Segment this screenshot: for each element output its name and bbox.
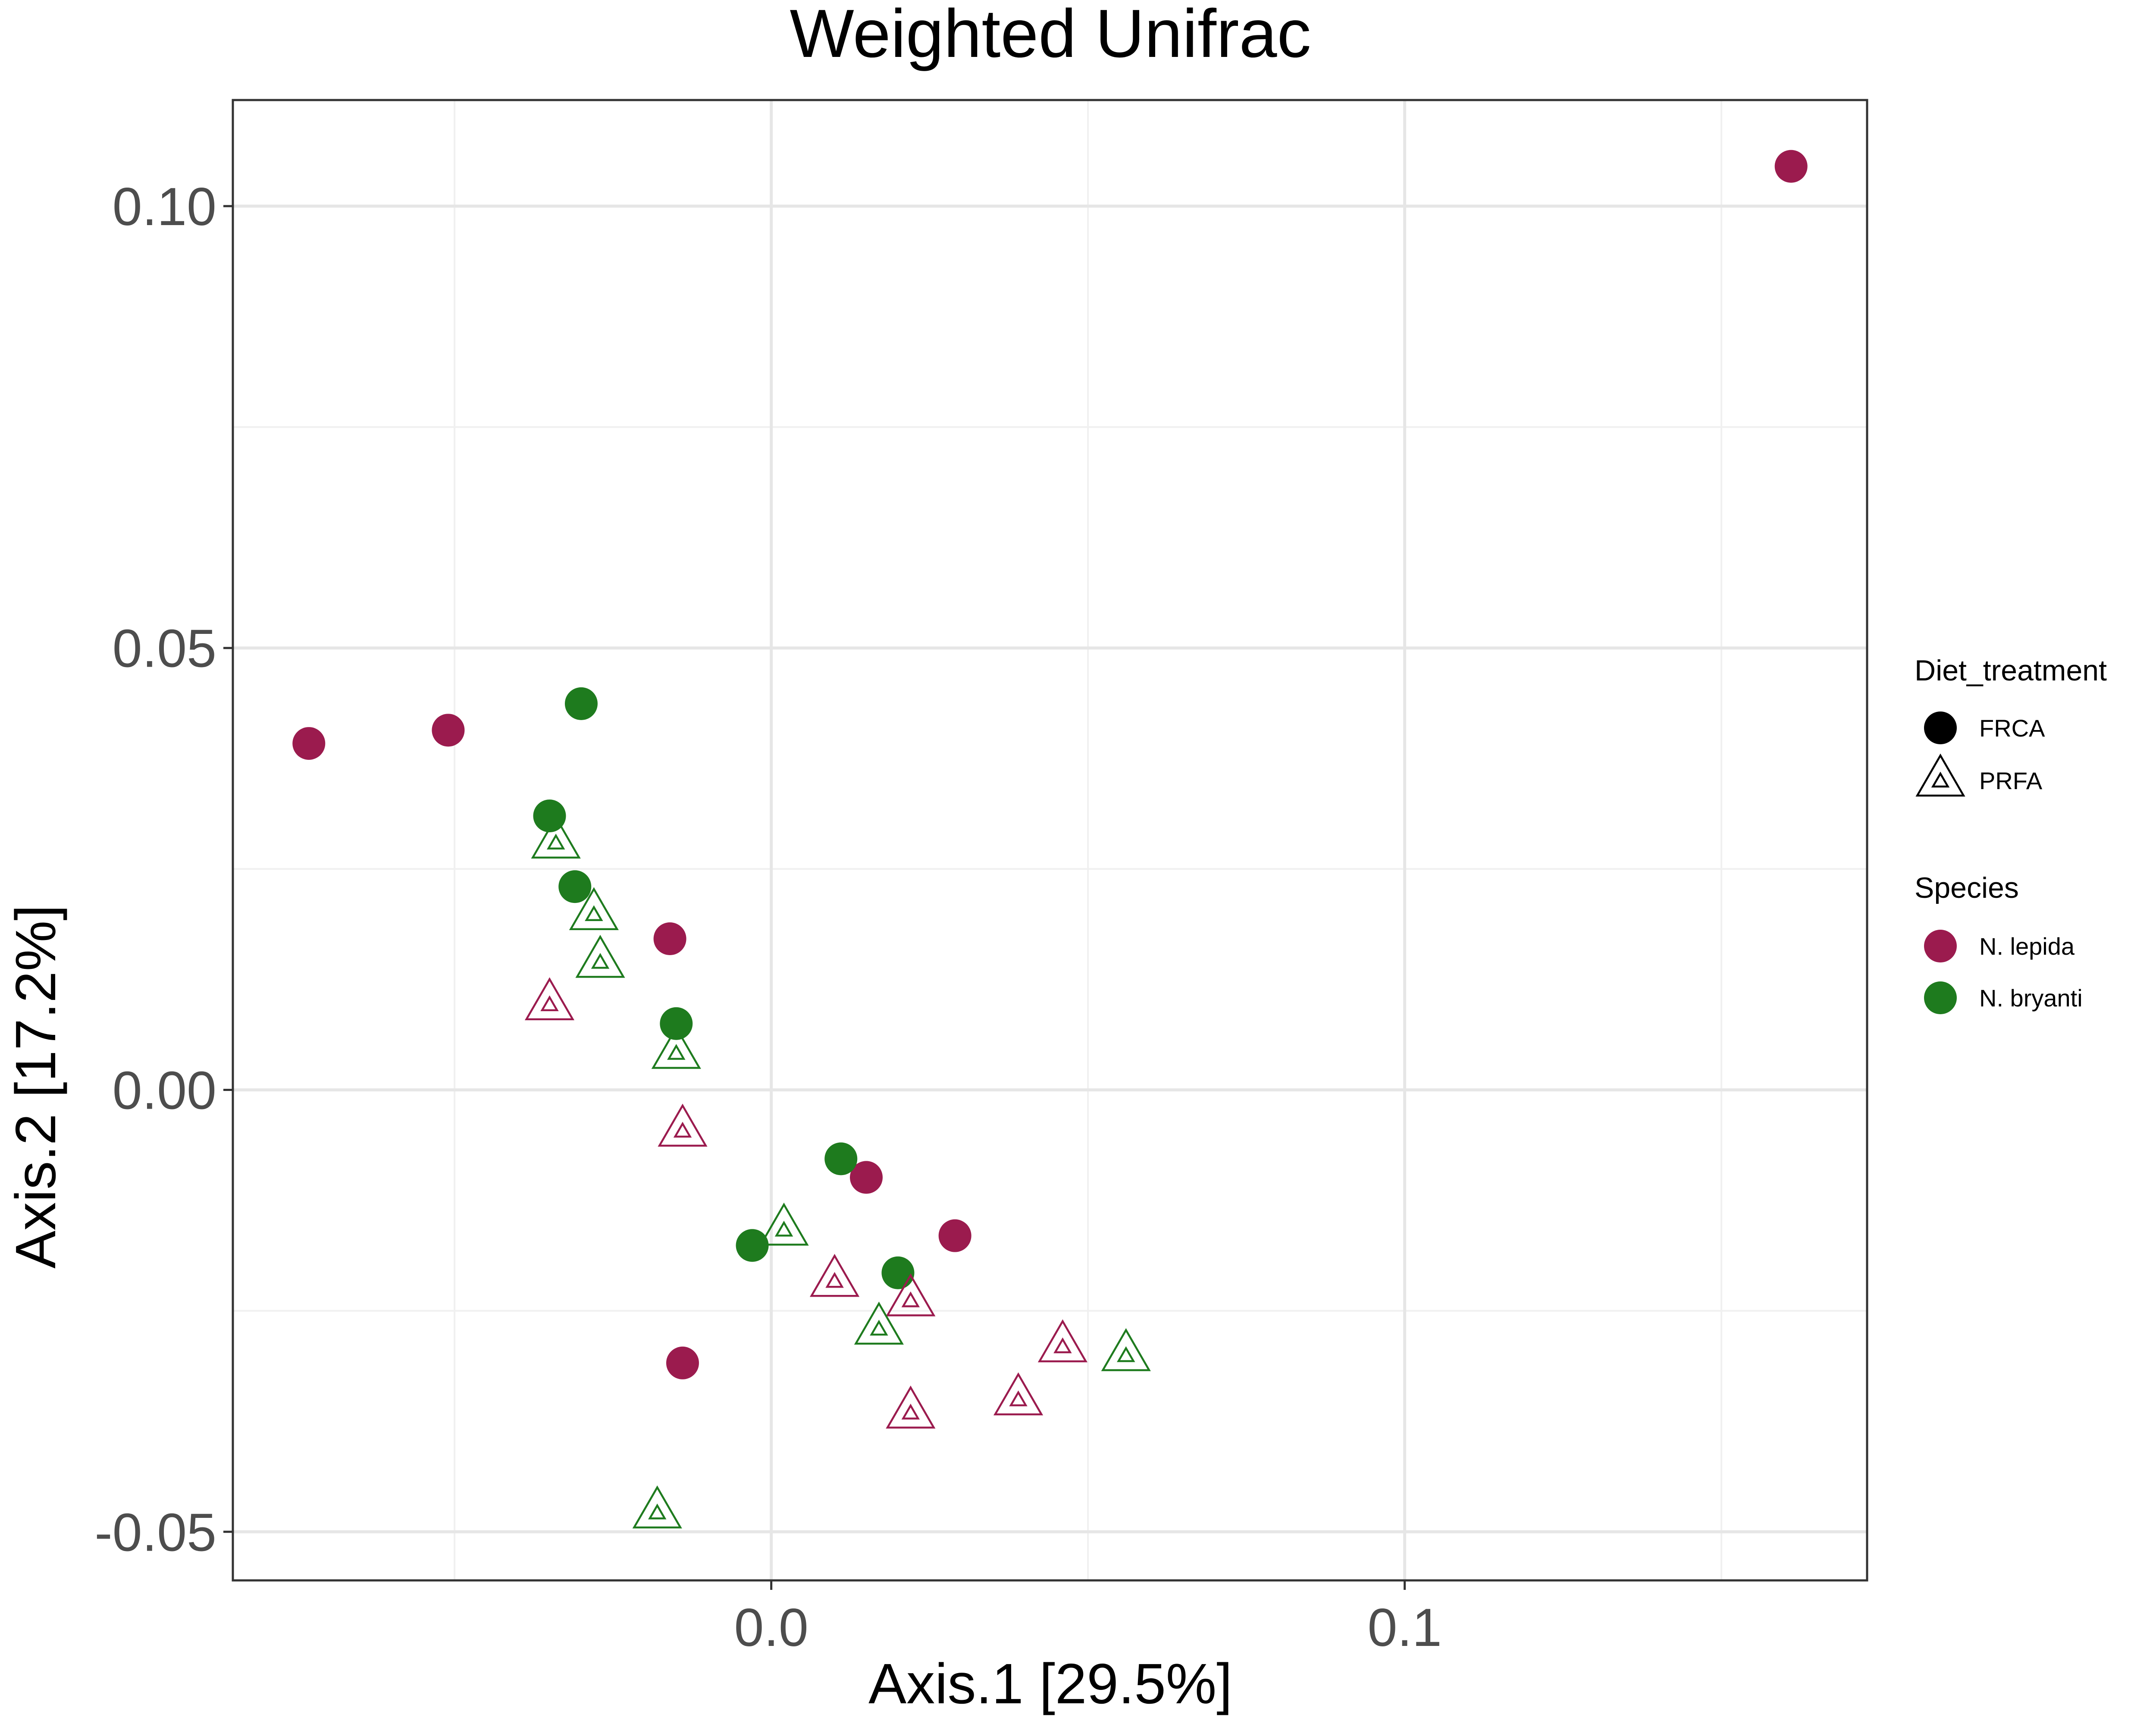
data-point-triangle bbox=[575, 934, 625, 978]
plot-background bbox=[233, 100, 1867, 1580]
data-point-triangle bbox=[531, 815, 581, 859]
data-point-circle bbox=[824, 1142, 858, 1175]
data-point-triangle bbox=[569, 887, 619, 930]
plot-area: 0.0 0.1 -0.05 0.00 0.05 0.10 bbox=[94, 99, 1868, 1658]
data-point-triangle bbox=[993, 1372, 1044, 1416]
legend-item: N. bryanti bbox=[1924, 981, 2083, 1014]
triangle-outer bbox=[651, 1026, 701, 1069]
triangle-outer bbox=[531, 815, 581, 859]
triangle-outer bbox=[993, 1372, 1044, 1416]
triangle-inner bbox=[1117, 1346, 1135, 1362]
triangle-outer bbox=[1101, 1328, 1151, 1371]
y-tick-label: 0.10 bbox=[113, 177, 216, 237]
y-tick-label: 0.05 bbox=[113, 619, 216, 679]
data-point-circle bbox=[938, 1219, 971, 1252]
triangle-outer bbox=[524, 977, 575, 1021]
triangle-outer bbox=[1037, 1319, 1087, 1363]
legend-group-species: Species N. lepida N. bryanti bbox=[1915, 871, 2083, 1014]
triangle-inner bbox=[546, 834, 565, 849]
legend-item: N. lepida bbox=[1924, 930, 2075, 962]
legend-item-label: N. lepida bbox=[1979, 933, 2075, 960]
legend: Diet_treatment FRCA PRFA Species N. lepida N.… bbox=[1915, 654, 2107, 1014]
triangle-inner bbox=[1053, 1337, 1072, 1354]
data-point-triangle bbox=[759, 1202, 809, 1246]
legend-title: Species bbox=[1915, 871, 2019, 904]
legend-title: Diet_treatment bbox=[1915, 654, 2107, 687]
legend-item-label: FRCA bbox=[1979, 715, 2045, 742]
legend-item: FRCA bbox=[1924, 711, 2045, 744]
data-point-triangle bbox=[651, 1026, 701, 1069]
legend-item: PRFA bbox=[1915, 753, 2043, 797]
data-point-triangle bbox=[632, 1485, 682, 1529]
data-point-triangle bbox=[524, 977, 575, 1021]
data-point-circle bbox=[292, 727, 326, 760]
triangle-outer bbox=[854, 1301, 904, 1345]
data-point-circle bbox=[1774, 150, 1808, 183]
triangle-inner bbox=[901, 1404, 920, 1420]
data-point-triangle bbox=[886, 1273, 936, 1316]
chart-title: Weighted Unifrac bbox=[790, 0, 1311, 72]
legend-key-circle bbox=[1924, 711, 1957, 744]
data-point-circle bbox=[558, 870, 592, 903]
data-point-circle bbox=[849, 1161, 883, 1194]
data-point-circle bbox=[533, 799, 566, 833]
legend-item-label: PRFA bbox=[1979, 767, 2043, 794]
triangle-inner bbox=[667, 1044, 686, 1060]
triangle-outer bbox=[569, 887, 619, 930]
data-point-triangle bbox=[886, 1385, 936, 1429]
data-point-triangle bbox=[809, 1254, 860, 1297]
legend-key-circle bbox=[1924, 930, 1957, 962]
triangle-outer bbox=[809, 1254, 860, 1297]
triangle-inner bbox=[825, 1272, 844, 1288]
data-point-triangle bbox=[854, 1301, 904, 1345]
data-point-circle bbox=[881, 1256, 915, 1289]
triangle-inner bbox=[540, 995, 559, 1012]
legend-group-diet-treatment: Diet_treatment FRCA PRFA bbox=[1915, 654, 2107, 797]
data-point-circle bbox=[666, 1346, 699, 1379]
triangle-inner bbox=[901, 1291, 920, 1307]
data-point-triangle bbox=[1101, 1328, 1151, 1371]
triangle-inner bbox=[648, 1503, 667, 1520]
triangle-inner bbox=[774, 1220, 793, 1237]
y-tick-label: 0.00 bbox=[113, 1061, 216, 1120]
data-point-triangle bbox=[658, 1103, 708, 1147]
data-point-circle bbox=[564, 687, 598, 720]
data-point-circle bbox=[432, 714, 465, 747]
data-point-circle bbox=[660, 1007, 693, 1040]
triangle-inner bbox=[585, 905, 603, 921]
x-tick-label: 0.1 bbox=[1367, 1598, 1442, 1658]
x-axis-label: Axis.1 [29.5%] bbox=[868, 1652, 1232, 1715]
triangle-inner bbox=[1009, 1390, 1028, 1407]
triangle-inner bbox=[870, 1320, 888, 1336]
triangle-outer bbox=[886, 1273, 936, 1316]
triangle-inner bbox=[591, 953, 610, 969]
triangle-outer bbox=[632, 1485, 682, 1529]
triangle-inner bbox=[673, 1122, 692, 1138]
y-axis-label: Axis.2 [17.2%] bbox=[4, 905, 67, 1269]
x-tick-label: 0.0 bbox=[734, 1598, 808, 1658]
triangle-outer bbox=[886, 1385, 936, 1429]
data-point-circle bbox=[653, 922, 686, 956]
legend-key-triangle-outer bbox=[1915, 753, 1965, 797]
legend-key-triangle-inner bbox=[1931, 771, 1950, 788]
legend-item-label: N. bryanti bbox=[1979, 984, 2083, 1012]
triangle-outer bbox=[575, 934, 625, 978]
triangle-outer bbox=[658, 1103, 708, 1147]
legend-key-circle bbox=[1924, 981, 1957, 1014]
data-point-triangle bbox=[1037, 1319, 1087, 1363]
plot-border bbox=[232, 99, 1868, 1582]
triangle-outer bbox=[759, 1202, 809, 1246]
y-tick-label: -0.05 bbox=[94, 1503, 216, 1562]
data-point-circle bbox=[736, 1229, 769, 1262]
